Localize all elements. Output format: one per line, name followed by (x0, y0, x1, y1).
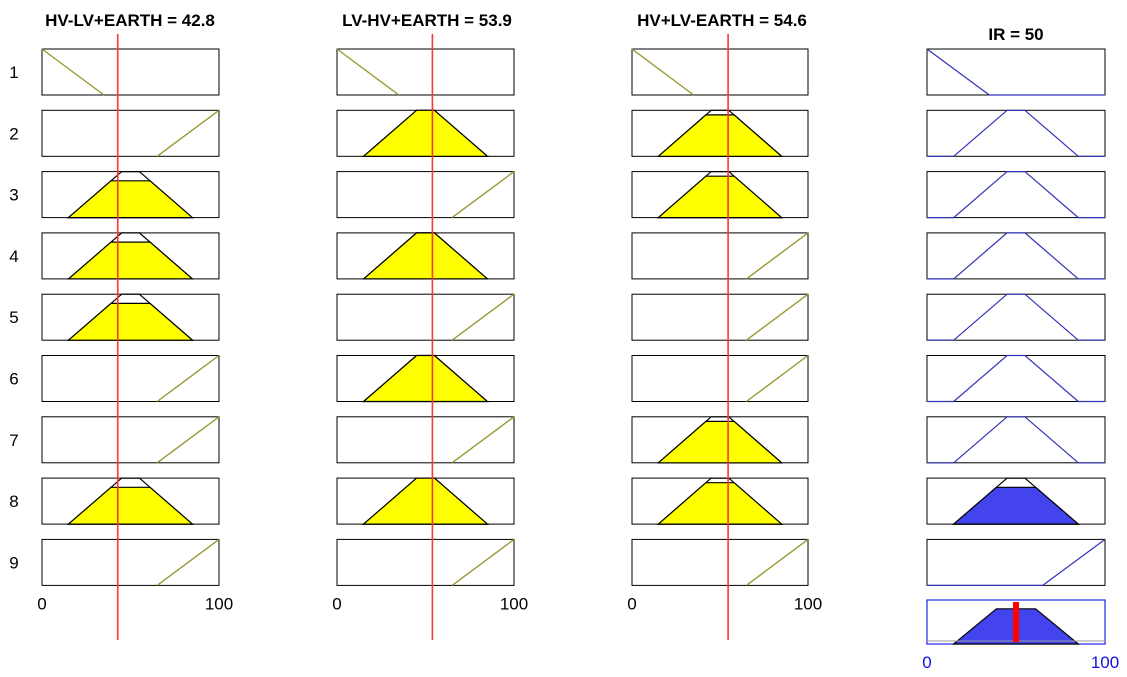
axis-min-label: 0 (37, 594, 46, 613)
output-membership-line (927, 232, 1105, 280)
axis-max-label: 100 (794, 594, 822, 613)
firing-area (361, 477, 490, 525)
firing-area (361, 109, 490, 157)
firing-area (66, 180, 195, 219)
input-3-rule-1-panel[interactable] (631, 48, 809, 96)
axis-min-label: 0 (332, 594, 341, 613)
membership-line (745, 232, 809, 280)
firing-area (656, 175, 784, 219)
rule-number: 7 (9, 431, 18, 450)
axis-max-label: 100 (500, 594, 528, 613)
output-rule-5-panel[interactable] (926, 293, 1106, 341)
input-3-rule-7-panel[interactable] (631, 416, 809, 464)
membership-line (745, 538, 809, 586)
membership-line (156, 416, 220, 464)
output-membership-line (927, 538, 1106, 587)
rule-number: 2 (9, 124, 18, 143)
output-rule-7-panel[interactable] (926, 416, 1106, 464)
output-membership-line (927, 109, 1105, 157)
output-firing-area (952, 486, 1080, 525)
input-1-rule-9-panel[interactable] (41, 538, 220, 586)
input-3-rule-4-panel[interactable] (631, 232, 809, 280)
input-1-rule-3-panel[interactable] (41, 171, 220, 219)
input-2-rule-9-panel[interactable] (336, 538, 515, 586)
rule-number: 8 (9, 492, 18, 511)
output-rule-2-panel[interactable] (926, 109, 1106, 157)
input-3-rule-9-panel[interactable] (631, 538, 809, 586)
output-axis-max-label: 100 (1091, 653, 1119, 672)
firing-area (361, 232, 490, 280)
input-1-rule-6-panel[interactable] (41, 354, 220, 403)
axis-min-label: 0 (627, 594, 636, 613)
firing-area (66, 241, 195, 280)
rule-number: 6 (9, 370, 18, 389)
output-rule-3-panel[interactable] (926, 171, 1106, 219)
membership-line (336, 48, 400, 96)
membership-line (156, 109, 220, 157)
input-3-rule-5-panel[interactable] (631, 293, 809, 341)
input-1-rule-7-panel[interactable] (41, 416, 220, 464)
firing-area (361, 354, 490, 403)
input-1-rule-8-panel[interactable] (41, 477, 220, 525)
membership-line (451, 171, 515, 219)
input-2-rule-5-panel[interactable] (336, 293, 515, 341)
input-2-rule-4-panel[interactable] (336, 232, 515, 280)
rule-number: 1 (9, 63, 18, 82)
input-3-rule-3-panel[interactable] (631, 171, 809, 219)
output-rule-9-panel[interactable] (926, 538, 1106, 587)
output-membership-line (927, 354, 1105, 403)
input-2-rule-8-panel[interactable] (336, 477, 515, 525)
membership-line (745, 354, 809, 403)
membership-line (451, 416, 515, 464)
rule-number: 9 (9, 553, 18, 572)
input-1-rule-1-panel[interactable] (41, 48, 220, 96)
input-title-3: HV+LV-EARTH = 54.6 (637, 11, 807, 30)
axis-max-label: 100 (205, 594, 233, 613)
input-1-rule-2-panel[interactable] (41, 109, 220, 157)
firing-area (656, 420, 784, 464)
firing-area (656, 114, 784, 157)
output-rule-8-panel[interactable] (926, 477, 1106, 525)
membership-line (631, 48, 695, 96)
input-1-rule-5-panel[interactable] (41, 293, 220, 341)
input-title-1: HV-LV+EARTH = 42.8 (45, 11, 215, 30)
output-membership-line (927, 171, 1105, 219)
membership-line (451, 293, 515, 341)
output-rule-1-panel[interactable] (926, 48, 1106, 96)
firing-area (66, 486, 195, 525)
firing-area (66, 302, 195, 341)
input-3-rule-6-panel[interactable] (631, 354, 809, 403)
output-membership-line (927, 293, 1105, 341)
input-2-rule-3-panel[interactable] (336, 171, 515, 219)
output-membership-line (926, 48, 1105, 96)
rule-number: 4 (9, 247, 18, 266)
membership-line (156, 354, 220, 403)
input-2-rule-1-panel[interactable] (336, 48, 515, 96)
output-rule-4-panel[interactable] (926, 232, 1106, 280)
output-rule-6-panel[interactable] (926, 354, 1106, 403)
input-title-2: LV-HV+EARTH = 53.9 (342, 11, 512, 30)
firing-area (656, 482, 784, 525)
membership-line (745, 293, 809, 341)
rule-number: 3 (9, 186, 18, 205)
output-axis-min-label: 0 (922, 653, 931, 672)
output-title: IR = 50 (988, 25, 1043, 44)
membership-line (41, 48, 105, 96)
output-value-indicator (1013, 602, 1019, 642)
input-2-rule-2-panel[interactable] (336, 109, 515, 157)
input-2-rule-7-panel[interactable] (336, 416, 515, 464)
membership-line (451, 538, 515, 586)
input-3-rule-2-panel[interactable] (631, 109, 809, 157)
membership-line (156, 538, 220, 586)
input-3-rule-8-panel[interactable] (631, 477, 809, 525)
input-2-rule-6-panel[interactable] (336, 354, 515, 403)
input-1-rule-4-panel[interactable] (41, 232, 220, 280)
output-membership-line (927, 416, 1105, 464)
rule-number: 5 (9, 308, 18, 327)
